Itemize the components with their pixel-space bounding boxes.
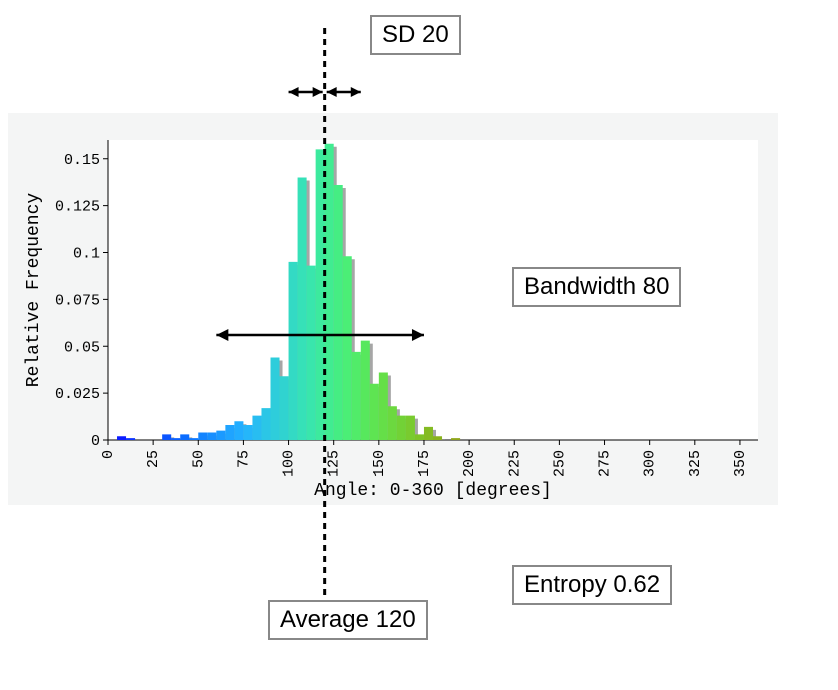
svg-text:225: 225 [506, 450, 523, 477]
svg-text:25: 25 [145, 450, 162, 468]
svg-text:0: 0 [91, 433, 100, 450]
svg-text:0.05: 0.05 [64, 339, 100, 356]
sd-label: SD 20 [370, 15, 461, 55]
bandwidth-text: Bandwidth 80 [524, 273, 669, 300]
svg-text:0.15: 0.15 [64, 152, 100, 169]
average-text: Average 120 [280, 606, 416, 633]
svg-text:275: 275 [597, 450, 614, 477]
svg-text:Angle: 0-360 [degrees]: Angle: 0-360 [degrees] [314, 481, 552, 501]
svg-text:0.125: 0.125 [55, 199, 100, 216]
svg-text:250: 250 [551, 450, 568, 477]
svg-text:75: 75 [235, 450, 252, 468]
svg-text:125: 125 [326, 450, 343, 477]
svg-text:325: 325 [687, 450, 704, 477]
svg-text:50: 50 [190, 450, 207, 468]
svg-text:200: 200 [461, 450, 478, 477]
entropy-text: Entropy 0.62 [524, 571, 660, 598]
svg-text:150: 150 [371, 450, 388, 477]
svg-text:300: 300 [642, 450, 659, 477]
svg-text:175: 175 [416, 450, 433, 477]
svg-text:350: 350 [732, 450, 749, 477]
svg-text:0.075: 0.075 [55, 292, 100, 309]
svg-text:0: 0 [100, 450, 117, 459]
average-label: Average 120 [268, 600, 428, 640]
entropy-label: Entropy 0.62 [512, 565, 672, 605]
svg-text:Relative Frequency: Relative Frequency [24, 193, 44, 388]
sd-text: SD 20 [382, 21, 449, 48]
histogram-chart: 0 0.025 0.05 0.075 0.1 0.125 0.15 0 25 50 75 100 125… [0, 0, 838, 690]
bandwidth-label: Bandwidth 80 [512, 267, 681, 307]
svg-text:100: 100 [281, 450, 298, 477]
svg-text:0.025: 0.025 [55, 386, 100, 403]
svg-text:0.1: 0.1 [73, 246, 100, 263]
